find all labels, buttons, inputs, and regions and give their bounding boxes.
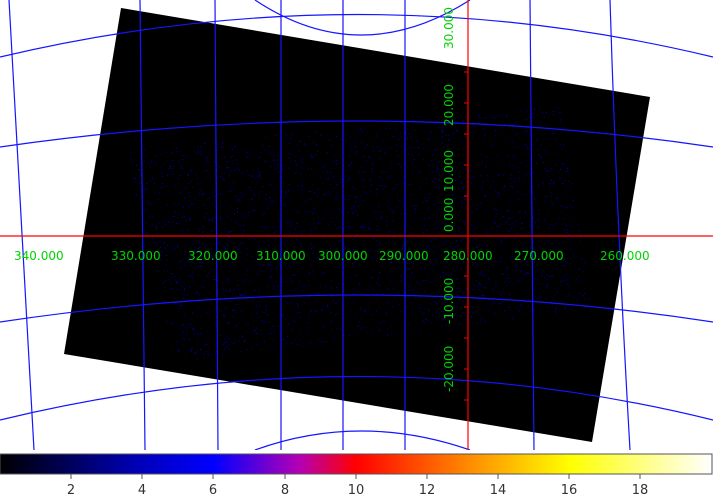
ra-label: 340.000 (14, 249, 64, 263)
colorbar-tick-label: 4 (138, 483, 146, 498)
colorbar-gradient (0, 453, 713, 475)
colorbar-tick-label: 16 (561, 483, 578, 498)
colorbar-tick-label: 12 (419, 483, 436, 498)
ra-label: 260.000 (600, 249, 650, 263)
ra-label: 280.000 (443, 249, 493, 263)
image-footprint (64, 8, 650, 442)
colorbar-tick-label: 6 (209, 483, 217, 498)
colorbar-tick-label: 2 (67, 483, 75, 498)
sky-image-viewer[interactable]: 340.000 330.000 320.000 310.000 300.000 … (0, 0, 713, 450)
ra-label: 330.000 (111, 249, 161, 263)
dec-label: 10.000 (442, 150, 456, 192)
ra-label: 300.000 (318, 249, 368, 263)
colorbar-tick-label: 18 (632, 483, 649, 498)
dec-label: 0.000 (442, 198, 456, 232)
ra-label: 290.000 (379, 249, 429, 263)
colorbar-tick-label: 8 (281, 483, 289, 498)
ra-label: 310.000 (256, 249, 306, 263)
axis-ticks (464, 71, 468, 401)
dec-label: -10.000 (442, 278, 456, 324)
ra-label: 320.000 (188, 249, 238, 263)
dec-label: -20.000 (442, 346, 456, 392)
colorbar[interactable]: 2 4 6 8 10 12 14 16 18 (0, 452, 713, 498)
dec-label: 30.000 (442, 7, 456, 49)
colorbar-tick-label: 14 (490, 483, 507, 498)
dec-label: 20.000 (442, 84, 456, 126)
colorbar-ticks (70, 474, 641, 479)
colorbar-tick-label: 10 (348, 483, 365, 498)
ra-label: 270.000 (514, 249, 564, 263)
coordinate-grid (0, 0, 713, 450)
star-field (129, 106, 590, 361)
